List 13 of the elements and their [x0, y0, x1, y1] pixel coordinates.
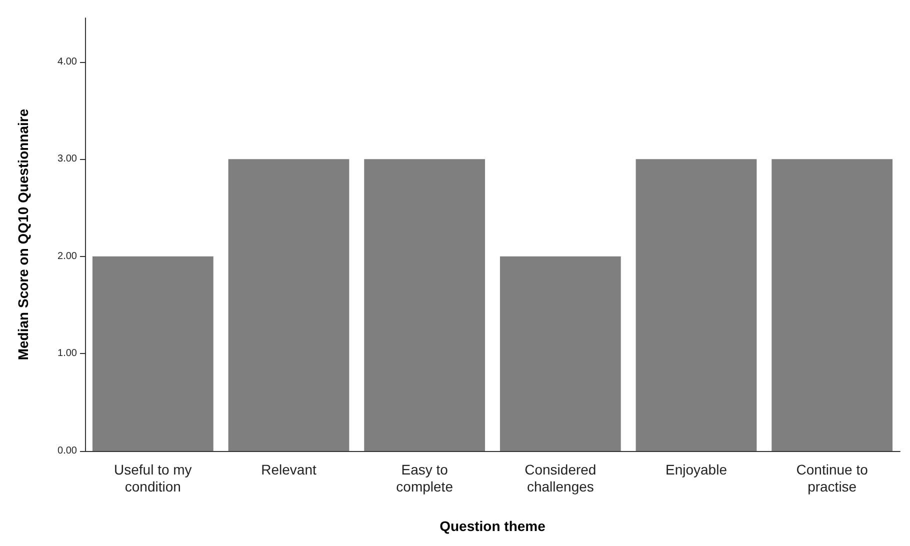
x-tick-label: Easy to complete: [396, 462, 454, 494]
y-tick-label: 3.00: [58, 154, 78, 165]
x-tick-label: Enjoyable: [666, 462, 728, 478]
x-tick-label: Considered challenges: [524, 462, 596, 494]
x-tick-label: Useful to my condition: [114, 462, 192, 494]
x-tick-label: Relevant: [261, 462, 316, 478]
y-axis-title: Median Score on QQ10 Questionnaire: [15, 108, 31, 360]
y-tick-label: 4.00: [58, 56, 78, 68]
y-tick-label: 0.00: [58, 446, 78, 456]
x-tick-label: Continue to practise: [796, 462, 868, 494]
y-tick-label: 2.00: [58, 250, 78, 262]
y-tick-label: 1.00: [58, 348, 78, 360]
x-axis-title: Question theme: [440, 518, 546, 534]
